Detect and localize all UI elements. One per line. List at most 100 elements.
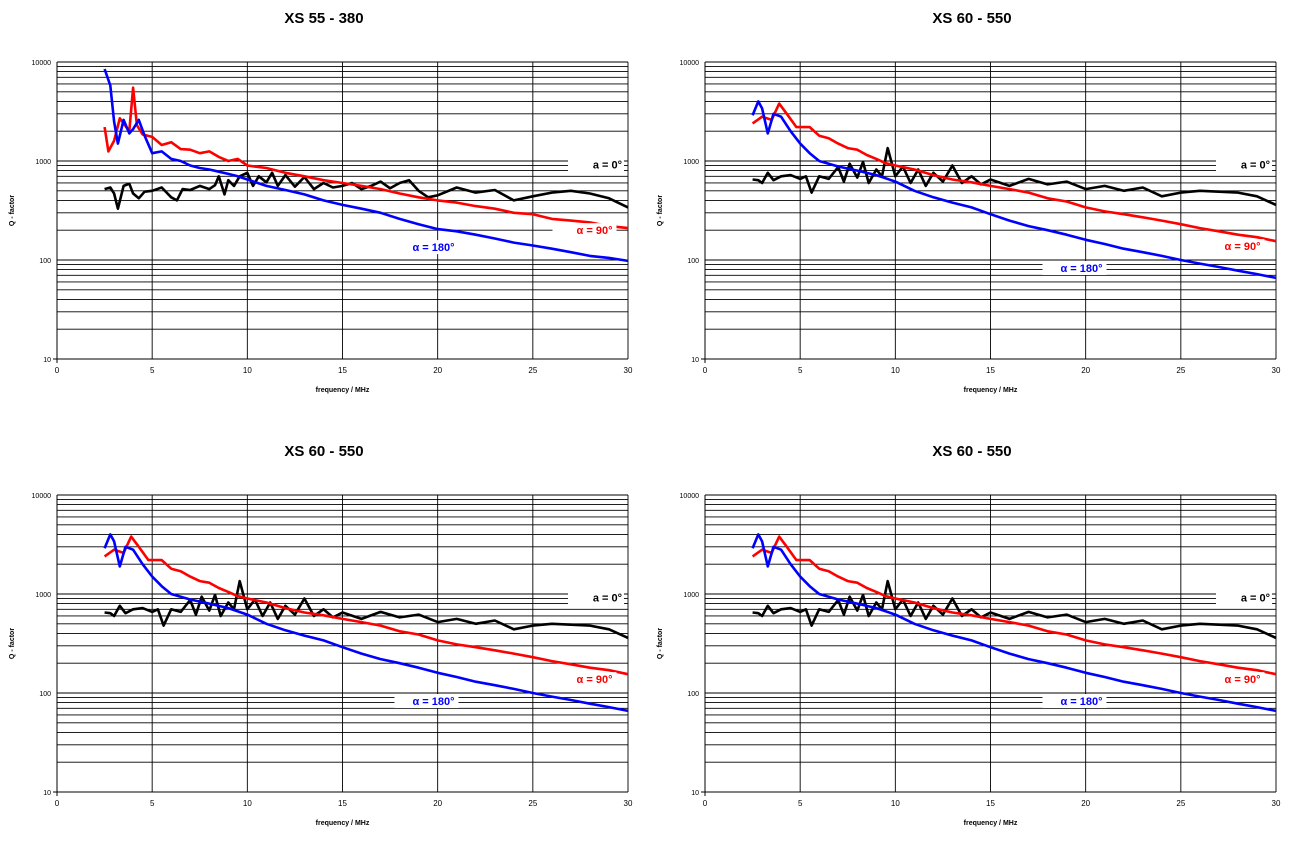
x-tick-label: 0 — [55, 366, 60, 375]
series-line-a-0- — [104, 171, 629, 210]
series-label-bg — [552, 672, 617, 687]
y-tick-label: 10 — [43, 357, 51, 364]
x-axis-label: frequency / MHz — [964, 387, 1018, 394]
series-label-bg — [1200, 239, 1265, 254]
chart-panel-4: XS 60 - 550 0 5 10 15 20 25 30 10 100 1000 10000 fr… — [648, 433, 1296, 866]
series-label: α = 180° — [412, 242, 454, 254]
y-axis-label: Q - factor — [657, 195, 664, 226]
series-label-bg — [1216, 589, 1272, 606]
x-tick-label: 30 — [624, 799, 633, 808]
x-tick-label: 25 — [528, 366, 537, 375]
series-line--90- — [103, 535, 629, 676]
y-tick-label: 10 — [43, 790, 51, 797]
x-tick-label: 15 — [986, 366, 995, 375]
x-tick-label: 5 — [798, 799, 803, 808]
x-tick-label: 0 — [703, 799, 708, 808]
chart-plot-2: 0 5 10 15 20 25 30 10 100 1000 10000 frequency / MH… — [657, 60, 1281, 394]
series-line--180- — [103, 68, 629, 263]
y-tick-label: 10 — [691, 357, 699, 364]
series-line--180- — [751, 100, 1277, 280]
series-label: a = 0° — [1241, 160, 1270, 172]
x-tick-label: 25 — [1176, 366, 1185, 375]
y-tick-label: 10000 — [32, 493, 52, 500]
y-tick-label: 100 — [687, 258, 699, 265]
series-label-bg — [568, 156, 624, 173]
x-tick-label: 25 — [1176, 799, 1185, 808]
y-tick-label: 10000 — [680, 60, 700, 67]
x-tick-label: 25 — [528, 799, 537, 808]
y-tick-label: 100 — [39, 258, 51, 265]
y-tick-label: 1000 — [683, 592, 699, 599]
series-label-bg — [552, 223, 617, 238]
series-label: α = 90° — [577, 674, 613, 686]
x-tick-label: 30 — [1272, 799, 1281, 808]
chart-title: XS 60 - 550 — [284, 443, 364, 460]
x-axis-label: frequency / MHz — [964, 820, 1018, 827]
chart-panel-2: XS 60 - 550 0 5 10 15 20 25 30 10 100 1000 10000 fr… — [648, 0, 1296, 433]
x-tick-label: 15 — [338, 799, 347, 808]
series-label: a = 0° — [593, 593, 622, 605]
series-label-bg — [394, 694, 459, 709]
y-tick-label: 1000 — [35, 592, 51, 599]
series-line--90- — [751, 535, 1277, 676]
series-line--90- — [751, 102, 1277, 243]
series-label: a = 0° — [1241, 593, 1270, 605]
series-label: α = 180° — [1060, 263, 1102, 275]
y-tick-label: 100 — [687, 691, 699, 698]
y-tick-label: 10000 — [32, 60, 52, 67]
y-tick-label: 10000 — [680, 493, 700, 500]
x-tick-label: 30 — [1272, 366, 1281, 375]
series-label-bg — [1200, 672, 1265, 687]
series-line--180- — [751, 533, 1277, 713]
chart-plot-3: 0 5 10 15 20 25 30 10 100 1000 10000 frequency / MH… — [9, 493, 633, 827]
x-tick-label: 15 — [338, 366, 347, 375]
x-tick-label: 20 — [1081, 799, 1090, 808]
x-axis-label: frequency / MHz — [316, 387, 370, 394]
x-tick-label: 20 — [433, 366, 442, 375]
series-label: α = 180° — [1060, 696, 1102, 708]
x-tick-label: 20 — [1081, 366, 1090, 375]
x-tick-label: 0 — [55, 799, 60, 808]
series-label: α = 90° — [1225, 241, 1261, 253]
x-axis-label: frequency / MHz — [316, 820, 370, 827]
chart-plot-4: 0 5 10 15 20 25 30 10 100 1000 10000 frequency / MH… — [657, 493, 1281, 827]
x-tick-label: 20 — [433, 799, 442, 808]
y-tick-label: 1000 — [683, 159, 699, 166]
series-label: α = 90° — [577, 225, 613, 237]
series-label-bg — [394, 240, 459, 255]
x-tick-label: 0 — [703, 366, 708, 375]
x-tick-label: 10 — [243, 799, 252, 808]
x-tick-label: 30 — [624, 366, 633, 375]
series-line--180- — [103, 533, 629, 713]
y-tick-label: 10 — [691, 790, 699, 797]
y-axis-label: Q - factor — [657, 628, 664, 659]
x-tick-label: 10 — [891, 799, 900, 808]
series-label-bg — [1042, 694, 1107, 709]
x-tick-label: 15 — [986, 799, 995, 808]
series-label: α = 90° — [1225, 674, 1261, 686]
chart-title: XS 55 - 380 — [284, 10, 364, 27]
y-tick-label: 100 — [39, 691, 51, 698]
chart-panel-3: XS 60 - 550 0 5 10 15 20 25 30 10 100 1000 10000 fr… — [0, 433, 648, 866]
series-line--90- — [103, 86, 629, 230]
series-line-a-0- — [752, 579, 1277, 640]
x-tick-label: 5 — [798, 366, 803, 375]
chart-title: XS 60 - 550 — [932, 10, 1012, 27]
series-line-a-0- — [752, 146, 1277, 207]
x-tick-label: 5 — [150, 366, 155, 375]
x-tick-label: 10 — [243, 366, 252, 375]
y-axis-label: Q - factor — [9, 195, 16, 226]
y-axis-label: Q - factor — [9, 628, 16, 659]
chart-panel-1: XS 55 - 380 0 5 10 15 20 25 30 10 100 1000 10000 fr… — [0, 0, 648, 433]
series-label-bg — [1042, 261, 1107, 276]
x-tick-label: 10 — [891, 366, 900, 375]
chart-plot-1: 0 5 10 15 20 25 30 10 100 1000 10000 frequency / MH… — [9, 60, 633, 394]
series-label: a = 0° — [593, 160, 622, 172]
series-label-bg — [568, 589, 624, 606]
series-line-a-0- — [104, 579, 629, 640]
series-label: α = 180° — [412, 696, 454, 708]
chart-title: XS 60 - 550 — [932, 443, 1012, 460]
y-tick-label: 1000 — [35, 159, 51, 166]
series-label-bg — [1216, 156, 1272, 173]
x-tick-label: 5 — [150, 799, 155, 808]
